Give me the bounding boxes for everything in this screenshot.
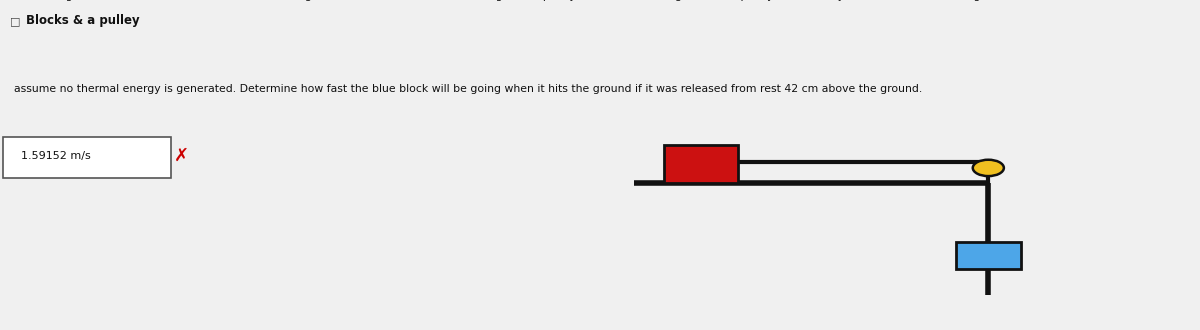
Ellipse shape <box>973 160 1004 176</box>
Text: □: □ <box>10 16 20 26</box>
Bar <box>665 145 738 182</box>
Text: 1.59152 m/s: 1.59152 m/s <box>22 150 91 161</box>
Text: In the diagram below the red block has a mass of 3 kg, the blue block has a mass: In the diagram below the red block has a… <box>14 0 1166 1</box>
FancyBboxPatch shape <box>2 137 172 178</box>
Text: ✗: ✗ <box>174 147 190 165</box>
Bar <box>956 242 1021 269</box>
Text: Blocks & a pulley: Blocks & a pulley <box>26 15 140 27</box>
Text: assume no thermal energy is generated. Determine how fast the blue block will be: assume no thermal energy is generated. D… <box>14 84 923 94</box>
